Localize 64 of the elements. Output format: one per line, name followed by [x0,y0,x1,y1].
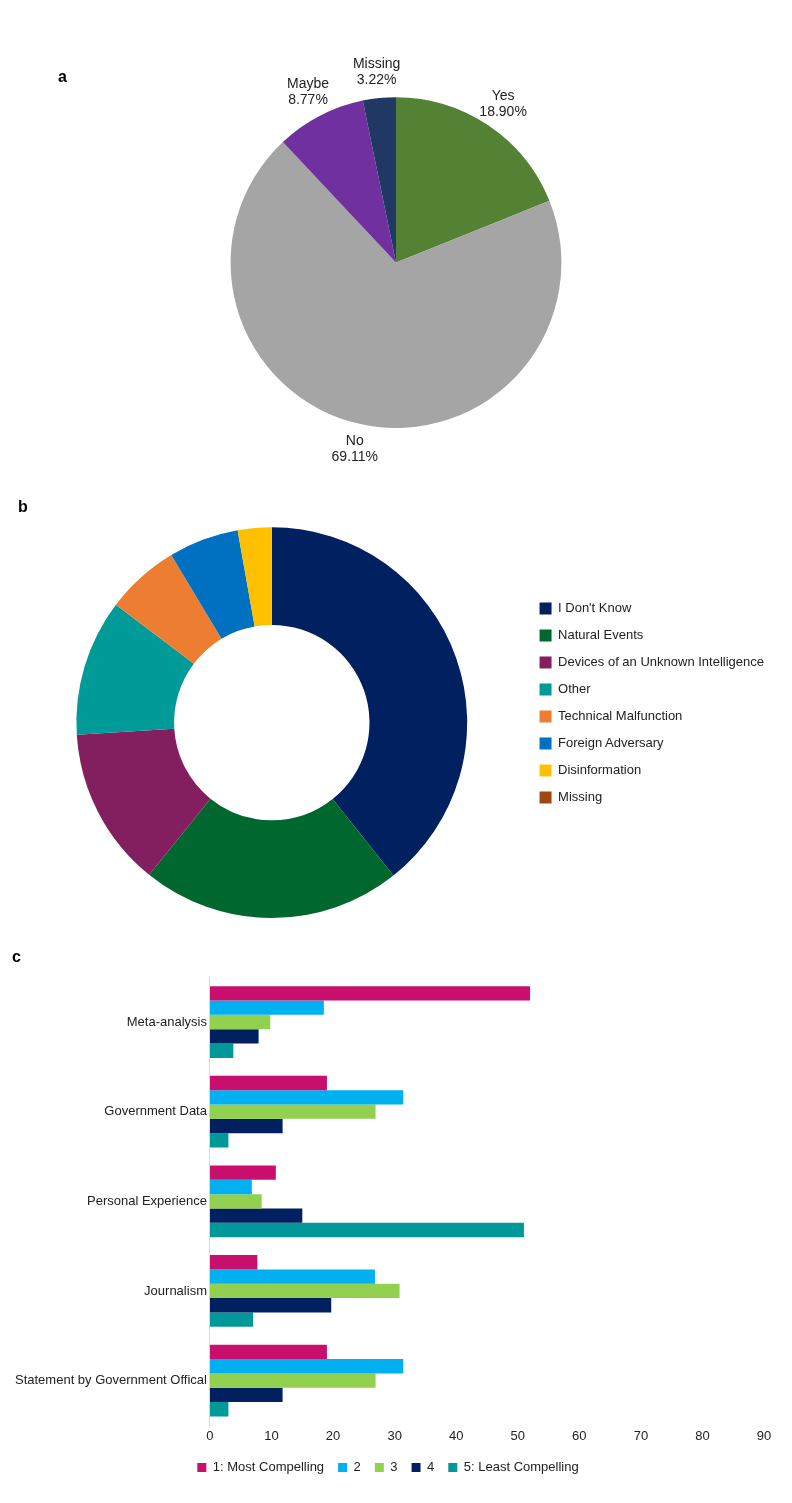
bar [209,1344,327,1360]
legend-label: I Don't Know [558,600,632,616]
x-tick-label: 50 [510,1427,525,1443]
bar [209,1194,262,1209]
data-label: 69.11% [331,448,378,465]
legend-label: 5: Least Compelling [463,1459,579,1475]
legend-label: Foreign Adversary [558,735,665,751]
bar [209,1298,332,1313]
y-tick-label: Government Data [104,1103,208,1119]
chart-title: b [18,498,28,516]
legend-label: 2 [353,1459,361,1475]
bar [209,1090,404,1105]
legend-label: Other [558,681,592,697]
bar [209,1255,258,1270]
x-tick-label: 70 [633,1427,649,1443]
legend-label: Disinformation [558,762,642,778]
bar [209,1000,324,1015]
y-tick-label: Meta-analysis [126,1013,208,1029]
bar [209,986,531,1001]
bar [209,1402,229,1417]
data-label: 3.22% [356,71,397,88]
bar [209,1269,375,1284]
bar [209,1387,283,1403]
bar [209,1359,404,1374]
y-tick-label: Personal Experience [86,1192,207,1208]
bar [209,1075,327,1091]
data-label: 8.77% [288,91,328,108]
x-tick-label: 20 [325,1427,341,1443]
bar [209,1208,303,1223]
bar [209,1283,400,1299]
bar [209,1029,259,1044]
slice-label: Yes [491,86,515,103]
bar [209,1104,376,1119]
data-label: 18.90% [479,102,527,119]
y-tick-label: Statement by Government Offical [14,1372,208,1388]
bar [209,1312,254,1327]
text: c [12,948,21,966]
bar [209,1179,252,1195]
x-tick-label: 40 [448,1427,464,1443]
legend-label: 4 [427,1459,435,1475]
text: a [58,68,67,86]
bar [209,1043,234,1058]
legend-label: Missing [558,789,603,805]
legend-label: 3 [390,1459,398,1475]
x-tick-label: 90 [756,1427,772,1443]
legend-label: Technical Malfunction [558,708,683,724]
x-tick-label: 0 [206,1427,214,1443]
legend-label: 1: Most Compelling [212,1459,325,1475]
bar [209,1133,229,1148]
x-tick-label: 80 [695,1427,710,1443]
bar [209,1118,283,1134]
legend-label: Natural Events [558,627,644,643]
bar [209,1014,271,1030]
bar [209,1165,276,1180]
x-tick-label: 30 [387,1427,402,1443]
slice-label: Maybe [286,75,330,92]
x-tick-label: 10 [264,1427,279,1443]
y-tick-label: Journalism [144,1282,207,1298]
bar [209,1373,376,1388]
legend-label: Devices of an Unknown Intelligence [558,654,764,670]
slice-label: No [345,432,364,449]
bar [209,1222,524,1238]
slice-label: Missing [352,55,401,72]
x-tick-label: 60 [572,1427,587,1443]
